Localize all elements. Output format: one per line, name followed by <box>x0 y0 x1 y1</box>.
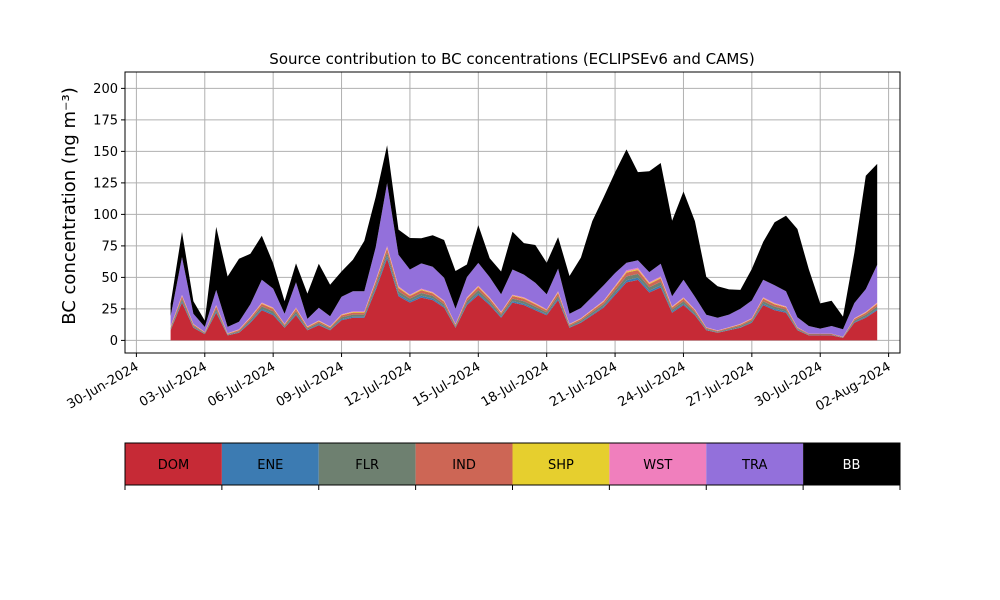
y-axis-ticks: 0 25 50 75 100 125 150 175 200 <box>93 82 125 349</box>
legend-label-bb: BB <box>843 458 861 473</box>
legend-label-ind: IND <box>452 458 476 473</box>
area-ind <box>170 248 878 338</box>
x-tick-label: 09-Jul-2024 <box>274 359 347 410</box>
x-axis-ticks: 30-Jun-202403-Jul-202406-Jul-202409-Jul-… <box>65 353 894 415</box>
x-tick-label: 21-Jul-2024 <box>547 359 620 410</box>
legend-swatch-ind <box>415 443 513 485</box>
y-tick-label: 25 <box>101 302 118 317</box>
plot-frame <box>124 71 901 354</box>
legend-label-wst: WST <box>643 458 672 473</box>
x-tick-label: 06-Jul-2024 <box>205 359 278 410</box>
y-tick-label: 100 <box>93 208 118 223</box>
x-tick-label: 02-Aug-2024 <box>813 359 893 414</box>
legend: DOM ENE FLR IND SHP WST TRA BB <box>124 442 901 490</box>
legend-label-flr: FLR <box>355 458 379 473</box>
y-tick-label: 125 <box>93 176 118 191</box>
legend-label-ene: ENE <box>257 458 283 473</box>
legend-swatch-flr <box>318 443 416 485</box>
y-tick-label: 50 <box>101 271 118 286</box>
x-tick-label: 12-Jul-2024 <box>342 359 415 410</box>
legend-swatch-wst <box>609 443 707 485</box>
legend-swatch-shp <box>512 443 610 485</box>
legend-label-tra: TRA <box>741 458 767 473</box>
x-tick-label: 15-Jul-2024 <box>410 359 483 410</box>
area-bb <box>170 145 878 330</box>
area-dom <box>170 258 878 341</box>
legend-swatch-dom <box>125 443 222 485</box>
legend-swatch-tra <box>706 443 804 485</box>
legend-swatch-ene <box>221 443 319 485</box>
y-tick-label: 150 <box>93 145 118 160</box>
x-tick-label: 03-Jul-2024 <box>137 359 210 410</box>
area-tra <box>170 183 878 337</box>
x-tick-label: 27-Jul-2024 <box>684 359 757 410</box>
y-tick-label: 175 <box>93 113 118 128</box>
area-flr <box>170 252 878 338</box>
chart-title: Source contribution to BC concentrations… <box>269 50 754 68</box>
y-tick-label: 0 <box>110 334 118 349</box>
y-axis-label: BC concentration (ng m⁻³) <box>59 87 80 325</box>
y-tick-label: 200 <box>93 82 118 97</box>
legend-label-shp: SHP <box>548 458 574 473</box>
y-tick-label: 75 <box>101 239 118 254</box>
x-tick-label: 24-Jul-2024 <box>616 359 689 410</box>
x-tick-label: 18-Jul-2024 <box>479 359 552 410</box>
stacked-areas <box>170 145 878 341</box>
legend-swatch-bb <box>803 443 900 485</box>
x-tick-label: 30-Jun-2024 <box>65 359 142 412</box>
legend-label-dom: DOM <box>158 458 189 473</box>
